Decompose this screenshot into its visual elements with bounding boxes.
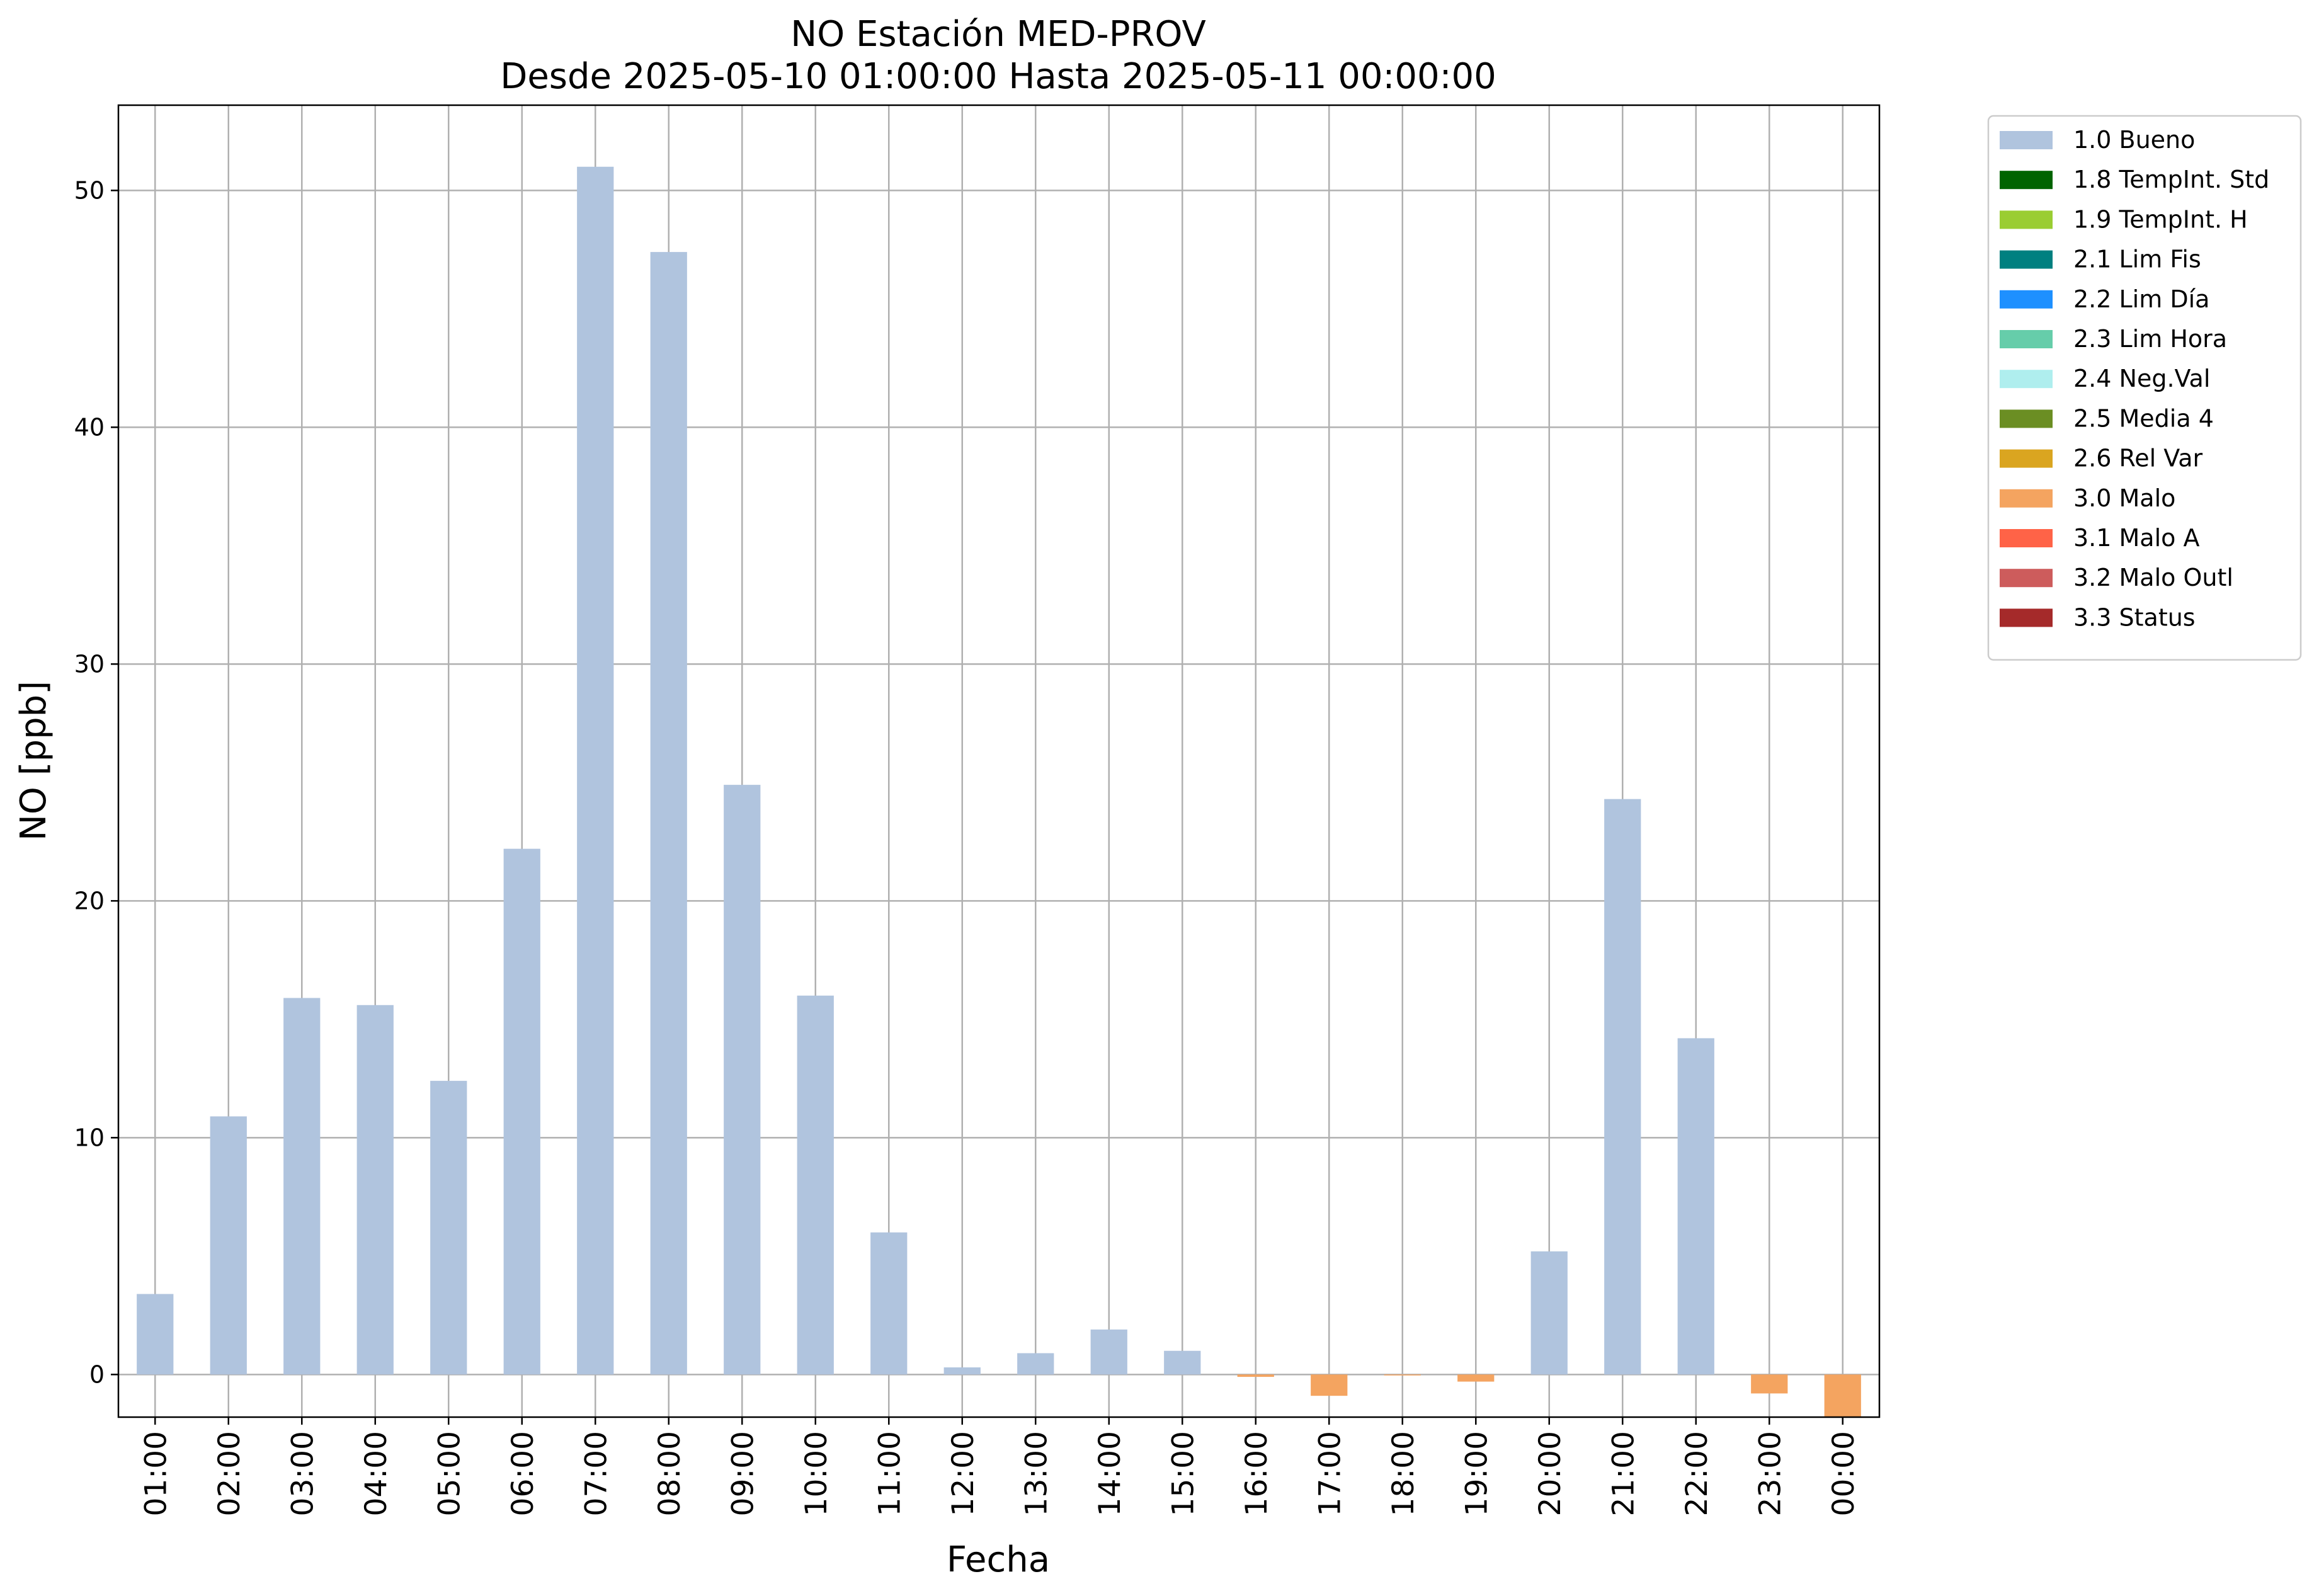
- legend-label: 2.4 Neg.Val: [2073, 365, 2210, 392]
- x-tick-label: 21:00: [1606, 1431, 1641, 1516]
- bar: [1311, 1374, 1348, 1396]
- x-tick-label: 15:00: [1166, 1431, 1200, 1516]
- x-tick-label: 22:00: [1680, 1431, 1714, 1516]
- legend: 1.0 Bueno 1.8 TempInt. Std 1.9 TempInt. H 2…: [1987, 115, 2302, 661]
- legend-box: [1987, 115, 2302, 661]
- x-tick-label: 18:00: [1386, 1431, 1421, 1516]
- bar: [210, 1116, 247, 1375]
- x-tick-label: 14:00: [1093, 1431, 1127, 1516]
- legend-swatch: [2000, 409, 2053, 428]
- legend-label: 2.6 Rel Var: [2073, 445, 2203, 472]
- bar: [283, 998, 321, 1375]
- legend-swatch: [2000, 489, 2053, 508]
- bar: [650, 252, 687, 1375]
- bar: [1090, 1329, 1127, 1375]
- bar: [1604, 799, 1641, 1375]
- plot-frame: [117, 104, 1881, 1418]
- x-tick-label: 11:00: [872, 1431, 907, 1516]
- x-tick-label: 06:00: [506, 1431, 540, 1516]
- bar: [870, 1232, 908, 1375]
- legend-swatch: [2000, 569, 2053, 588]
- legend-label: 2.1 Lim Fis: [2073, 246, 2201, 273]
- bar: [1017, 1353, 1054, 1375]
- x-tick-label: 23:00: [1753, 1431, 1787, 1516]
- legend-label: 1.8 TempInt. Std: [2073, 166, 2269, 193]
- x-tick-label: 08:00: [652, 1431, 687, 1516]
- x-tick-label: 10:00: [799, 1431, 834, 1516]
- legend-swatch: [2000, 171, 2053, 190]
- x-tick-label: 20:00: [1533, 1431, 1568, 1516]
- x-axis: 01:00 02:00 03:00 04:00 05:00 06:00 07:00 08:00…: [139, 1417, 1861, 1516]
- legend-label: 1.0 Bueno: [2073, 126, 2195, 154]
- legend-swatch: [2000, 250, 2053, 269]
- bar: [1457, 1374, 1495, 1382]
- x-tick-label: 16:00: [1239, 1431, 1274, 1516]
- legend-label: 1.9 TempInt. H: [2073, 205, 2248, 233]
- x-tick-label: 13:00: [1019, 1431, 1054, 1516]
- x-tick-label: 02:00: [212, 1431, 247, 1516]
- bars: [137, 166, 1861, 1417]
- x-tick-label: 00:00: [1826, 1431, 1861, 1516]
- legend-swatch: [2000, 529, 2053, 547]
- bar: [430, 1081, 467, 1375]
- bar: [1384, 1374, 1421, 1376]
- bar: [1164, 1350, 1201, 1375]
- y-tick-label: 20: [74, 887, 105, 915]
- x-tick-label: 05:00: [432, 1431, 467, 1516]
- legend-swatch: [2000, 370, 2053, 389]
- y-tick-label: 50: [74, 176, 105, 204]
- bar: [137, 1294, 174, 1375]
- x-tick-label: 03:00: [285, 1431, 320, 1516]
- legend-swatch: [2000, 290, 2053, 309]
- bar: [724, 785, 761, 1375]
- chart-subtitle: Desde 2025-05-10 01:00:00 Hasta 2025-05-…: [500, 56, 1496, 97]
- legend-label: 3.1 Malo A: [2073, 524, 2199, 552]
- legend-label: 2.3 Lim Hora: [2073, 325, 2227, 353]
- legend-label: 2.2 Lim Día: [2073, 285, 2209, 313]
- bar: [503, 848, 540, 1375]
- bar: [1237, 1374, 1274, 1377]
- y-tick-label: 10: [74, 1124, 105, 1151]
- x-tick-label: 09:00: [726, 1431, 760, 1516]
- bar: [1751, 1374, 1788, 1394]
- legend-label: 2.5 Media 4: [2073, 404, 2214, 432]
- y-tick-label: 40: [74, 413, 105, 441]
- x-tick-label: 12:00: [946, 1431, 981, 1516]
- bar: [797, 995, 834, 1375]
- x-tick-label: 04:00: [359, 1431, 394, 1516]
- bar: [356, 1005, 394, 1375]
- x-tick-label: 07:00: [579, 1431, 613, 1516]
- chart-title: NO Estación MED-PROV: [790, 14, 1206, 55]
- x-axis-label: Fecha: [947, 1539, 1050, 1580]
- y-tick-label: 30: [74, 650, 105, 678]
- x-tick-label: 17:00: [1313, 1431, 1347, 1516]
- legend-swatch: [2000, 131, 2053, 149]
- bar: [577, 166, 614, 1375]
- bar: [943, 1367, 981, 1375]
- legend-swatch: [2000, 608, 2053, 627]
- legend-label: 3.0 Malo: [2073, 484, 2175, 512]
- y-axis: 0 10 20 30 40 50: [74, 176, 118, 1388]
- legend-swatch: [2000, 210, 2053, 229]
- bar: [1824, 1374, 1861, 1417]
- legend-swatch: [2000, 449, 2053, 468]
- y-tick-label: 0: [89, 1360, 105, 1388]
- y-axis-label: NO [ppb]: [13, 681, 54, 841]
- bar: [1677, 1038, 1714, 1375]
- legend-swatch: [2000, 330, 2053, 348]
- bar: [1530, 1251, 1568, 1375]
- x-tick-label: 01:00: [139, 1431, 173, 1516]
- legend-label: 3.2 Malo Outl: [2073, 564, 2233, 591]
- legend-label: 3.3 Status: [2073, 603, 2196, 631]
- x-tick-label: 19:00: [1459, 1431, 1494, 1516]
